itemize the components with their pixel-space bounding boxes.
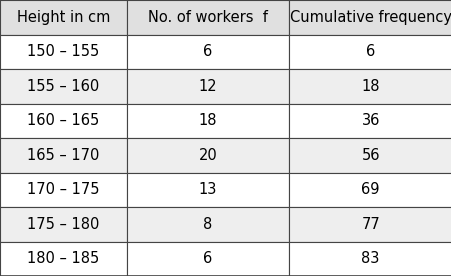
Bar <box>126 172 289 207</box>
Bar <box>126 104 289 138</box>
Bar <box>0 104 126 138</box>
Bar <box>289 172 451 207</box>
Text: No. of workers  f: No. of workers f <box>147 10 267 25</box>
Bar <box>289 138 451 172</box>
Text: 6: 6 <box>365 44 374 59</box>
Bar <box>289 242 451 276</box>
Bar <box>289 207 451 242</box>
Text: 175 – 180: 175 – 180 <box>27 217 99 232</box>
Text: 12: 12 <box>198 79 217 94</box>
Text: Height in cm: Height in cm <box>17 10 110 25</box>
Text: 150 – 155: 150 – 155 <box>27 44 99 59</box>
Text: 170 – 175: 170 – 175 <box>27 182 99 197</box>
Bar <box>289 104 451 138</box>
Bar <box>0 242 126 276</box>
Bar <box>289 69 451 104</box>
Bar <box>0 172 126 207</box>
Bar <box>126 69 289 104</box>
Text: 6: 6 <box>203 44 212 59</box>
Text: 18: 18 <box>198 113 216 128</box>
Bar <box>126 207 289 242</box>
Bar <box>126 34 289 69</box>
Bar <box>0 138 126 172</box>
Text: 77: 77 <box>360 217 379 232</box>
Text: 83: 83 <box>361 251 379 266</box>
Text: 20: 20 <box>198 148 217 163</box>
Bar <box>289 0 451 34</box>
Text: 155 – 160: 155 – 160 <box>27 79 99 94</box>
Text: 18: 18 <box>361 79 379 94</box>
Text: 8: 8 <box>203 217 212 232</box>
Bar <box>0 69 126 104</box>
Bar <box>0 207 126 242</box>
Bar <box>0 0 126 34</box>
Text: 160 – 165: 160 – 165 <box>27 113 99 128</box>
Bar <box>126 0 289 34</box>
Bar <box>126 138 289 172</box>
Text: 69: 69 <box>361 182 379 197</box>
Text: 180 – 185: 180 – 185 <box>27 251 99 266</box>
Text: 56: 56 <box>361 148 379 163</box>
Text: Cumulative frequency: Cumulative frequency <box>289 10 451 25</box>
Text: 165 – 170: 165 – 170 <box>27 148 99 163</box>
Bar <box>289 34 451 69</box>
Bar <box>0 34 126 69</box>
Bar <box>126 242 289 276</box>
Text: 36: 36 <box>361 113 379 128</box>
Text: 13: 13 <box>198 182 216 197</box>
Text: 6: 6 <box>203 251 212 266</box>
